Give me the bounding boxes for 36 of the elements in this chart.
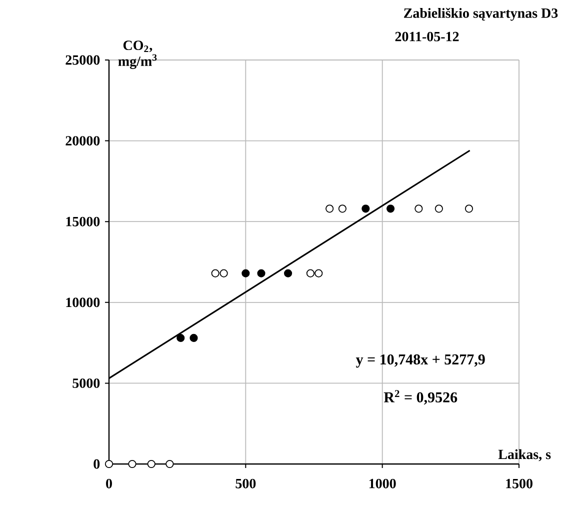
y-tick-label: 20000 bbox=[66, 136, 100, 146]
point bbox=[434, 204, 443, 213]
y-tick-label: 5000 bbox=[72, 378, 100, 388]
point bbox=[220, 269, 228, 278]
x-tick-label: 0 bbox=[106, 478, 112, 488]
annotation: R$^{2}$ = 0,9526 bbox=[384, 390, 458, 405]
point bbox=[166, 460, 174, 468]
x-tick-label: 500 bbox=[236, 478, 256, 488]
point bbox=[176, 334, 185, 342]
annotation: y = 10,748x + 5277,9 bbox=[356, 354, 485, 368]
x-tick-label: 1500 bbox=[506, 478, 532, 488]
point bbox=[284, 269, 292, 278]
x-axis-title: Laikas, s bbox=[498, 449, 551, 462]
point bbox=[326, 204, 334, 213]
point bbox=[190, 334, 198, 342]
point bbox=[362, 204, 370, 213]
point bbox=[211, 269, 220, 278]
point bbox=[147, 460, 156, 468]
chart-subtitle: 2011-05-12 bbox=[395, 32, 459, 42]
point bbox=[314, 269, 323, 278]
chart-title: Zabieliškio sąvartynas D3 bbox=[404, 8, 558, 21]
point bbox=[464, 204, 474, 213]
y-tick-label: 25000 bbox=[66, 55, 100, 65]
point bbox=[257, 269, 266, 278]
point bbox=[128, 460, 136, 468]
y-tick-label: 0 bbox=[94, 459, 100, 469]
point bbox=[414, 204, 423, 213]
y-axis-title: CO$_{2}$, mg/m$^{3}$ bbox=[118, 40, 157, 69]
point bbox=[386, 204, 395, 213]
point bbox=[306, 269, 314, 278]
x-tick-label: 1000 bbox=[369, 478, 396, 488]
point bbox=[104, 460, 114, 468]
y-tick-label: 15000 bbox=[66, 216, 100, 226]
y-tick-label: 10000 bbox=[66, 298, 100, 308]
point bbox=[338, 204, 346, 213]
point bbox=[242, 269, 250, 278]
